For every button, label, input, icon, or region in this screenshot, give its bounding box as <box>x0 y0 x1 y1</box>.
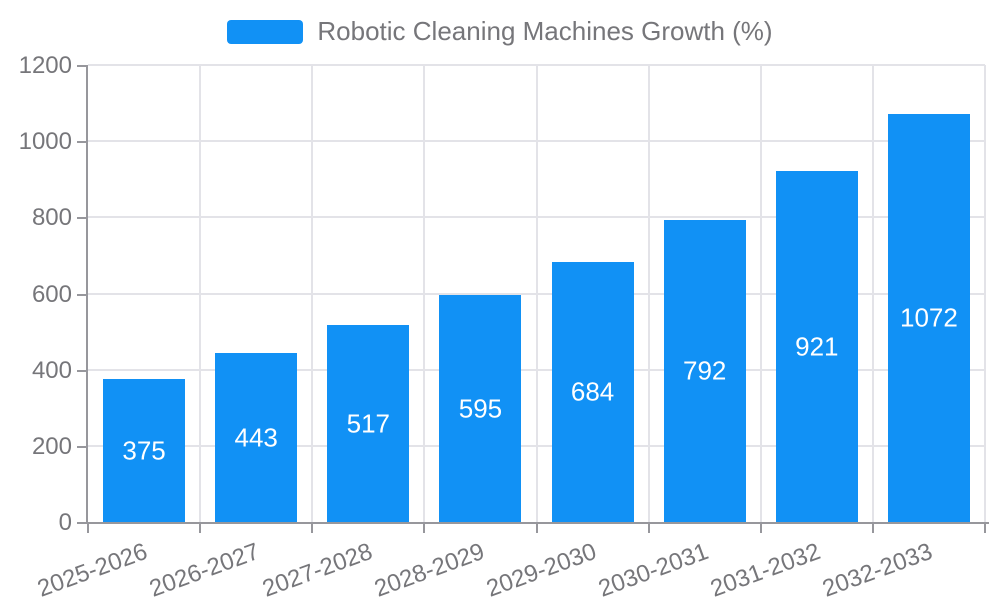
gridline-vertical <box>871 65 874 522</box>
x-axis-line <box>80 522 989 524</box>
x-axis-label: 2026-2027 <box>146 538 264 600</box>
y-axis-label: 800 <box>31 204 72 232</box>
bar-value-label: 1072 <box>900 302 958 333</box>
y-axis-line <box>86 65 88 524</box>
x-axis-tick <box>647 524 650 533</box>
bar-2032-2033 <box>887 113 970 522</box>
bar-2025-2026 <box>103 379 186 522</box>
bar-2030-2031 <box>663 220 746 522</box>
legend-label: Robotic Cleaning Machines Growth (%) <box>317 16 773 46</box>
bar-value-label: 443 <box>234 422 278 453</box>
gridline-vertical <box>199 65 202 522</box>
bar-value-label: 517 <box>346 408 391 439</box>
x-axis-tick <box>871 524 874 533</box>
bar-2028-2029 <box>439 295 522 522</box>
bar-value-label: 684 <box>570 376 615 407</box>
bar-2026-2027 <box>215 353 298 522</box>
x-axis-tick <box>984 524 986 533</box>
bar-value-label: 595 <box>458 393 503 424</box>
y-axis-label: 1200 <box>18 52 72 79</box>
x-axis-tick <box>199 524 202 533</box>
x-axis-label: 2032-2033 <box>819 538 937 600</box>
bar-value-label: 375 <box>122 435 166 466</box>
x-axis-label: 2029-2030 <box>482 538 600 600</box>
y-axis-label: 200 <box>31 432 72 460</box>
gridline-vertical <box>423 65 426 522</box>
x-axis-tick <box>535 524 538 533</box>
chart-legend[interactable]: Robotic Cleaning Machines Growth (%) <box>0 16 1000 47</box>
x-axis-label: 2025-2026 <box>34 538 152 600</box>
y-axis-label: 600 <box>31 280 72 308</box>
y-axis-tick <box>77 369 86 372</box>
gridline-vertical <box>535 65 538 522</box>
gridline-vertical <box>647 65 650 522</box>
bar-value-label: 792 <box>682 355 727 386</box>
x-axis-label: 2031-2032 <box>706 538 825 600</box>
gridline-vertical <box>984 65 986 522</box>
x-axis-tick <box>759 524 762 533</box>
x-axis-tick <box>423 524 426 533</box>
x-axis-label: 2027-2028 <box>258 538 376 600</box>
bar-2027-2028 <box>327 325 410 522</box>
bar-value-label: 921 <box>795 331 839 362</box>
y-axis-tick <box>77 141 86 144</box>
gridline-vertical <box>759 65 762 522</box>
y-axis-label: 0 <box>58 509 72 536</box>
x-axis-tick <box>87 524 89 533</box>
gridline-vertical <box>311 65 314 522</box>
bar-2029-2030 <box>551 261 634 522</box>
y-axis-tick <box>77 293 86 296</box>
bar-2031-2032 <box>775 171 858 522</box>
legend-swatch-icon <box>227 19 304 44</box>
y-axis-label: 400 <box>31 356 72 384</box>
y-axis-label: 1000 <box>18 128 72 156</box>
x-axis-label: 2030-2031 <box>594 538 712 600</box>
y-axis-tick <box>77 522 86 524</box>
x-axis-label: 2028-2029 <box>370 538 488 600</box>
y-axis-tick <box>77 445 86 448</box>
y-axis-tick <box>77 217 86 220</box>
x-axis-tick <box>311 524 314 533</box>
y-axis-tick <box>77 65 86 67</box>
